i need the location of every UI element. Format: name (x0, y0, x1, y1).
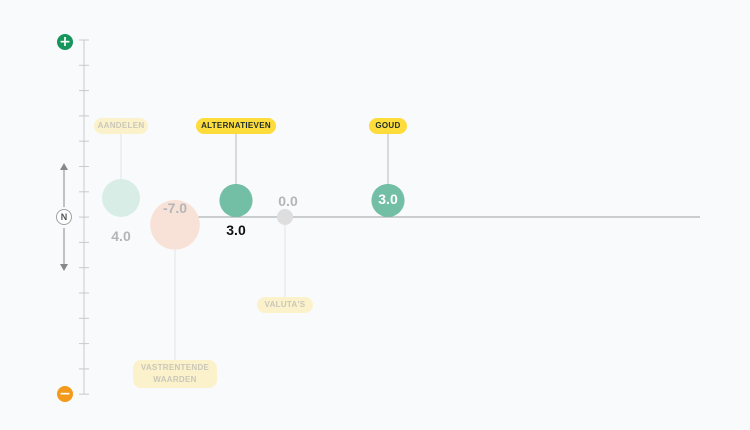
leader-lines (120, 134, 389, 360)
value-label: 3.0 (378, 191, 398, 208)
arrow-down-icon (60, 264, 68, 271)
bubbles (102, 179, 405, 250)
category-label[interactable]: GOUD (369, 118, 407, 134)
axis-arrows (60, 163, 68, 271)
category-label[interactable]: AANDELEN (94, 118, 148, 134)
bubble-vastrentende-waarden[interactable] (150, 200, 200, 250)
bubble-valuta-s[interactable] (277, 209, 293, 225)
category-label[interactable]: VALUTA'S (257, 297, 313, 313)
neutral-marker: N (56, 209, 72, 225)
category-label[interactable]: VASTRENTENDE WAARDEN (133, 360, 217, 388)
value-label: 4.0 (111, 228, 131, 244)
bubble-alternatieven[interactable] (219, 183, 253, 217)
value-label: -7.0 (162, 200, 188, 216)
value-label: 3.0 (226, 222, 246, 238)
plus-icon[interactable]: + (57, 34, 73, 50)
bubble-goud[interactable] (371, 183, 405, 217)
minus-icon[interactable]: − (57, 386, 73, 402)
vertical-axis (79, 39, 89, 395)
arrow-up-icon (60, 163, 68, 170)
value-label: 0.0 (278, 193, 298, 209)
bubble-aandelen[interactable] (102, 179, 140, 217)
category-label[interactable]: ALTERNATIEVEN (196, 118, 276, 134)
